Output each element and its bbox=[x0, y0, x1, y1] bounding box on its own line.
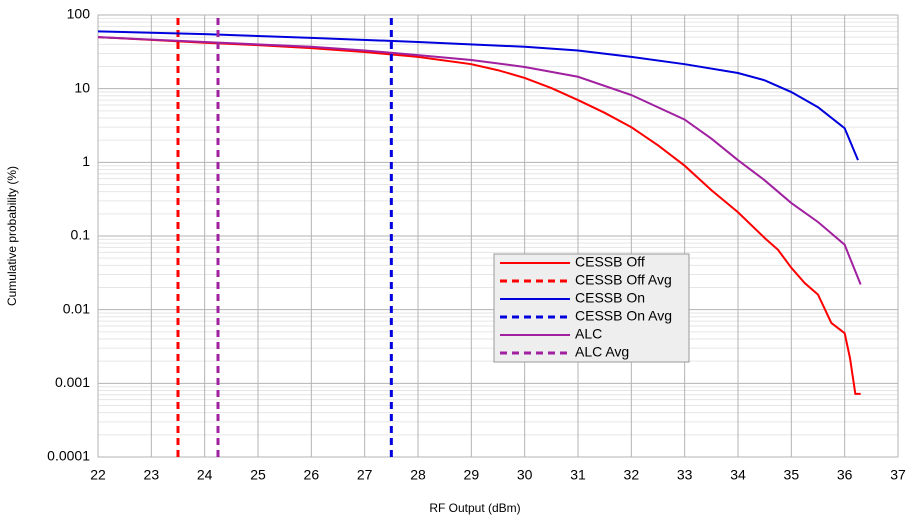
legend-label: ALC Avg bbox=[575, 344, 629, 360]
y-tick-label: 1 bbox=[82, 153, 90, 169]
data-line bbox=[97, 30, 859, 161]
x-tick-label: 31 bbox=[570, 467, 586, 483]
x-tick-label: 23 bbox=[144, 467, 160, 483]
x-tick-label: 30 bbox=[517, 467, 533, 483]
x-tick-label: 37 bbox=[890, 467, 906, 483]
legend-label: CESSB On Avg bbox=[575, 308, 672, 324]
x-tick-label: 36 bbox=[837, 467, 853, 483]
x-tick-label: 28 bbox=[410, 467, 426, 483]
x-tick-label: 27 bbox=[357, 467, 373, 483]
x-tick-label: 34 bbox=[730, 467, 746, 483]
y-tick-label: 10 bbox=[74, 79, 90, 95]
legend-label: ALC bbox=[575, 326, 602, 342]
legend: CESSB Off CESSB Off Avg CESSB On CESSB On A… bbox=[493, 253, 690, 363]
x-tick-label: 33 bbox=[677, 467, 693, 483]
y-tick-label: 0.0001 bbox=[47, 448, 90, 464]
legend-label: CESSB Off bbox=[575, 254, 645, 270]
legend-box bbox=[493, 253, 690, 363]
x-tick-label: 25 bbox=[250, 467, 266, 483]
x-tick-label: 24 bbox=[197, 467, 213, 483]
x-tick-label: 22 bbox=[90, 467, 106, 483]
y-tick-label: 0.1 bbox=[71, 227, 91, 243]
legend-label: CESSB Off Avg bbox=[575, 272, 672, 288]
y-tick-label: 0.001 bbox=[55, 374, 90, 390]
y-axis-label: Cumulative probability (%) bbox=[5, 166, 19, 306]
x-tick-label: 35 bbox=[784, 467, 800, 483]
y-tick-label: 100 bbox=[67, 6, 91, 22]
legend-label: CESSB On bbox=[575, 290, 645, 306]
x-tick-label: 29 bbox=[464, 467, 480, 483]
x-tick-label: 32 bbox=[624, 467, 640, 483]
plot-frame bbox=[97, 14, 899, 458]
x-tick-label: 26 bbox=[304, 467, 320, 483]
x-axis-label: RF Output (dBm) bbox=[429, 501, 520, 515]
y-tick-label: 0.01 bbox=[63, 300, 90, 316]
data-line bbox=[97, 36, 861, 395]
data-line bbox=[97, 36, 862, 285]
